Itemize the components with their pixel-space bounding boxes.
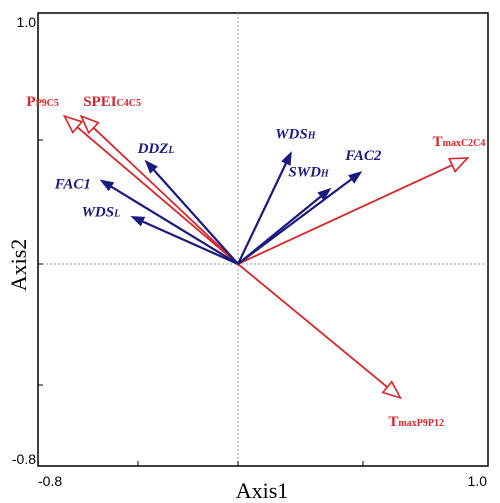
- vector-arrowhead-fac1: [99, 179, 115, 192]
- vector-line-wdsl: [142, 220, 239, 266]
- y-tick-label-max: 1.0: [17, 14, 37, 30]
- vector-label-fac1: FAC1: [54, 176, 91, 192]
- x-ticks: [137, 461, 364, 466]
- vector-line-wdsh: [237, 162, 288, 265]
- vector-label-tmaxc2c4: TmaxC2C4: [433, 134, 486, 150]
- vector-line-p9c5: [76, 126, 239, 265]
- vector-arrowhead-p9c5: [62, 114, 84, 134]
- vector-arrowhead-ddzl: [144, 159, 158, 174]
- vector-fac1: FAC1: [54, 176, 239, 265]
- vector-line-tmaxp9p12: [237, 263, 388, 388]
- vector-tmaxc2c4: TmaxC2C4: [237, 134, 486, 265]
- vector-label-fac2: FAC2: [344, 148, 382, 164]
- vector-arrowhead-wdsl: [130, 215, 146, 227]
- vector-line-fac1: [110, 185, 239, 265]
- vector-label-wdsl: WDSL: [82, 205, 121, 221]
- y-axis-title: Axis2: [6, 239, 31, 292]
- vector-label-tmaxp9p12: TmaxP9P12: [388, 414, 444, 430]
- vector-fac2: FAC2: [237, 148, 382, 265]
- vector-line-fac2: [237, 178, 353, 265]
- vector-arrowhead-wdsh: [281, 151, 292, 166]
- y-tick-label-min: -0.8: [12, 451, 36, 467]
- vector-label-p9c5: PP9C5: [26, 94, 59, 110]
- vector-line-ddzl: [152, 168, 239, 265]
- vector-arrowhead-swdh: [317, 187, 332, 201]
- vector-tmaxp9p12: TmaxP9P12: [237, 263, 444, 430]
- vector-label-wdsh: WDSH: [275, 126, 317, 142]
- x-tick-label-max: 1.0: [468, 473, 488, 489]
- x-axis-title: Axis1: [236, 478, 289, 503]
- vector-label-spei: SPEIC4C5: [83, 94, 141, 110]
- vector-p9c5: PP9C5: [26, 94, 239, 265]
- vector-arrowhead-tmaxp9p12: [381, 380, 403, 400]
- plot-frame: [37, 12, 489, 467]
- vector-wdsl: WDSL: [82, 205, 239, 266]
- vector-line-spei: [92, 127, 239, 265]
- vector-line-tmaxc2c4: [237, 164, 453, 265]
- vector-layer: PP9C5 SPEIC4C5 TmaxC2C4 TmaxP9P12 DDZL FAC1 WD…: [26, 94, 485, 430]
- vector-spei: SPEIC4C5: [79, 94, 239, 265]
- vector-ddzl: DDZL: [137, 141, 239, 265]
- vector-wdsh: WDSH: [237, 126, 317, 265]
- x-tick-label-min: -0.8: [38, 473, 62, 489]
- y-ticks: [38, 139, 43, 386]
- vector-label-swdh: SWDH: [288, 165, 330, 181]
- vector-arrowhead-spei: [79, 114, 100, 135]
- vector-swdh: SWDH: [237, 165, 332, 265]
- vector-arrowhead-tmaxc2c4: [448, 157, 470, 173]
- vector-arrowhead-fac2: [348, 171, 363, 184]
- vector-label-ddzl: DDZL: [137, 141, 175, 157]
